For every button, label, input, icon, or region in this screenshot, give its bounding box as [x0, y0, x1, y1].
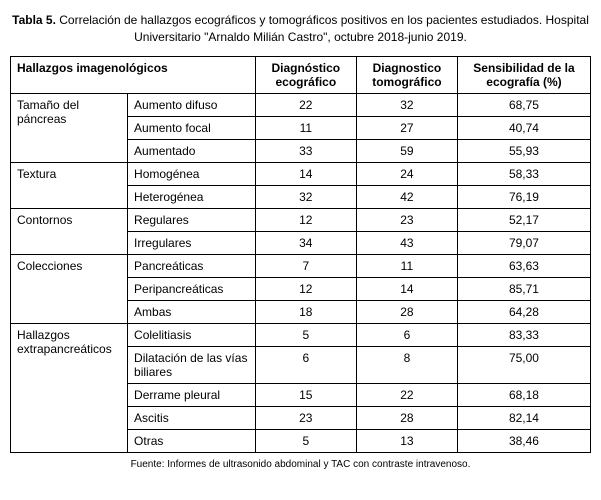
tomo-cell: 28 — [356, 406, 457, 429]
sens-cell: 68,75 — [457, 93, 590, 116]
sens-cell: 55,93 — [457, 139, 590, 162]
subcategory-cell: Ambas — [128, 300, 256, 323]
header-sensibilidad: Sensibilidad de la ecografía (%) — [457, 56, 590, 93]
eco-cell: 23 — [255, 406, 356, 429]
table-row: TexturaHomogénea142458,33 — [11, 162, 591, 185]
tomo-cell: 24 — [356, 162, 457, 185]
tomo-cell: 6 — [356, 323, 457, 346]
sens-cell: 82,14 — [457, 406, 590, 429]
header-row: Hallazgos imagenológicos Diagnóstico eco… — [11, 56, 591, 93]
tomo-cell: 28 — [356, 300, 457, 323]
header-tomografico: Diagnostico tomográfico — [356, 56, 457, 93]
tomo-cell: 13 — [356, 429, 457, 452]
category-cell: Hallazgos extrapancreáticos — [11, 323, 128, 452]
sens-cell: 68,18 — [457, 383, 590, 406]
sens-cell: 85,71 — [457, 277, 590, 300]
sens-cell: 63,63 — [457, 254, 590, 277]
eco-cell: 12 — [255, 277, 356, 300]
sens-cell: 83,33 — [457, 323, 590, 346]
subcategory-cell: Dilatación de las vías biliares — [128, 346, 256, 383]
eco-cell: 11 — [255, 116, 356, 139]
sens-cell: 75,00 — [457, 346, 590, 383]
tomo-cell: 23 — [356, 208, 457, 231]
category-cell: Contornos — [11, 208, 128, 254]
subcategory-cell: Derrame pleural — [128, 383, 256, 406]
eco-cell: 5 — [255, 323, 356, 346]
tomo-cell: 43 — [356, 231, 457, 254]
eco-cell: 18 — [255, 300, 356, 323]
sens-cell: 64,28 — [457, 300, 590, 323]
subcategory-cell: Colelitiasis — [128, 323, 256, 346]
subcategory-cell: Homogénea — [128, 162, 256, 185]
eco-cell: 12 — [255, 208, 356, 231]
subcategory-cell: Regulares — [128, 208, 256, 231]
category-cell: Textura — [11, 162, 128, 208]
subcategory-cell: Aumentado — [128, 139, 256, 162]
subcategory-cell: Aumento focal — [128, 116, 256, 139]
eco-cell: 32 — [255, 185, 356, 208]
category-cell: Colecciones — [11, 254, 128, 323]
sens-cell: 38,46 — [457, 429, 590, 452]
header-hallazgos: Hallazgos imagenológicos — [11, 56, 256, 93]
tomo-cell: 11 — [356, 254, 457, 277]
table-title: Tabla 5. Correlación de hallazgos ecográ… — [10, 12, 591, 46]
eco-cell: 7 — [255, 254, 356, 277]
table-row: ContornosRegulares122352,17 — [11, 208, 591, 231]
tomo-cell: 32 — [356, 93, 457, 116]
tomo-cell: 14 — [356, 277, 457, 300]
tomo-cell: 27 — [356, 116, 457, 139]
eco-cell: 22 — [255, 93, 356, 116]
sens-cell: 76,19 — [457, 185, 590, 208]
title-text: Correlación de hallazgos ecográficos y t… — [56, 13, 589, 44]
tomo-cell: 8 — [356, 346, 457, 383]
subcategory-cell: Ascitis — [128, 406, 256, 429]
table-row: Hallazgos extrapancreáticosColelitiasis5… — [11, 323, 591, 346]
subcategory-cell: Pancreáticas — [128, 254, 256, 277]
eco-cell: 33 — [255, 139, 356, 162]
title-label: Tabla 5. — [12, 13, 56, 27]
tomo-cell: 59 — [356, 139, 457, 162]
sens-cell: 58,33 — [457, 162, 590, 185]
header-ecografico: Diagnóstico ecográfico — [255, 56, 356, 93]
tomo-cell: 22 — [356, 383, 457, 406]
eco-cell: 15 — [255, 383, 356, 406]
eco-cell: 5 — [255, 429, 356, 452]
subcategory-cell: Irregulares — [128, 231, 256, 254]
sens-cell: 79,07 — [457, 231, 590, 254]
tomo-cell: 42 — [356, 185, 457, 208]
sens-cell: 40,74 — [457, 116, 590, 139]
correlation-table: Hallazgos imagenológicos Diagnóstico eco… — [10, 56, 591, 453]
eco-cell: 14 — [255, 162, 356, 185]
table-row: ColeccionesPancreáticas71163,63 — [11, 254, 591, 277]
eco-cell: 6 — [255, 346, 356, 383]
table-source: Fuente: Informes de ultrasonido abdomina… — [10, 459, 591, 470]
subcategory-cell: Aumento difuso — [128, 93, 256, 116]
subcategory-cell: Peripancreáticas — [128, 277, 256, 300]
category-cell: Tamaño del páncreas — [11, 93, 128, 162]
table-row: Tamaño del páncreasAumento difuso223268,… — [11, 93, 591, 116]
sens-cell: 52,17 — [457, 208, 590, 231]
subcategory-cell: Heterogénea — [128, 185, 256, 208]
subcategory-cell: Otras — [128, 429, 256, 452]
eco-cell: 34 — [255, 231, 356, 254]
